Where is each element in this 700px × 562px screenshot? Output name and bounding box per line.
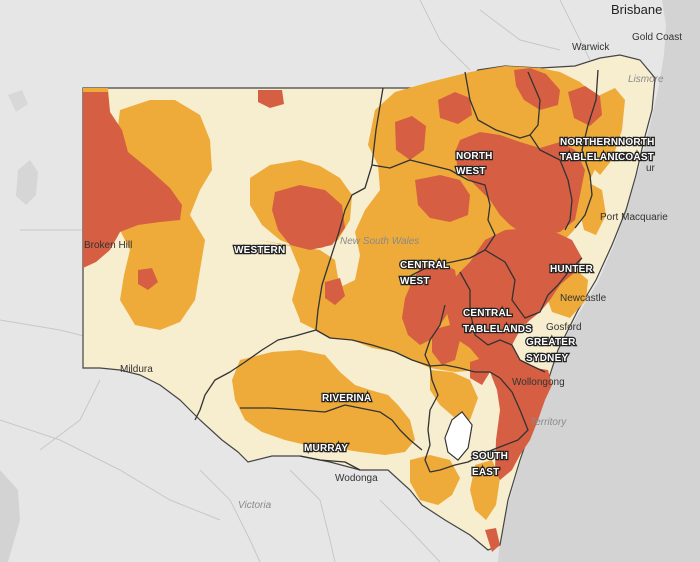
city-coffs-short: ur (646, 163, 656, 174)
region-riverina: RIVERINA (322, 393, 371, 404)
label-territory: Territory (530, 417, 567, 428)
city-newcastle: Newcastle (560, 293, 607, 304)
region-south-east: EAST (472, 467, 499, 478)
inland-lake (16, 160, 38, 205)
city-gosford: Gosford (546, 322, 582, 333)
city-lismore: Lismore (628, 74, 664, 85)
region-murray: MURRAY (304, 443, 348, 454)
region-greater-sydney: SYDNEY (526, 353, 568, 364)
basemap-lines (0, 0, 591, 562)
region-north-west: WEST (456, 166, 486, 177)
label-new-south-wales: New South Wales (340, 236, 419, 247)
region-northern-tablelands: NORTHERN (560, 137, 618, 148)
city-port-macquarie: Port Macquarie (600, 212, 668, 223)
region-hunter: HUNTER (550, 264, 593, 275)
sea (498, 0, 700, 562)
region-central-tablelands: TABLELANDS (463, 324, 532, 335)
region-borders (194, 69, 599, 473)
region-labels: WESTERN NORTH WEST NORTHERN TABLELANDS N… (233, 136, 656, 480)
coastal-water-sw (0, 470, 20, 562)
drought-moderate-areas (83, 66, 625, 520)
region-north-coast: NORTH (618, 137, 655, 148)
city-gold-coast: Gold Coast (632, 32, 682, 43)
act-territory (444, 411, 473, 461)
city-warwick: Warwick (572, 42, 610, 53)
place-labels: Brisbane Gold Coast Warwick Lismore ur P… (84, 2, 682, 511)
city-brisbane: Brisbane (611, 2, 662, 17)
region-western: WESTERN (234, 245, 285, 256)
region-central-tablelands: CENTRAL (463, 308, 512, 319)
region-south-east: SOUTH (472, 451, 508, 462)
region-northern-tablelands: TABLELANDS (560, 152, 629, 163)
city-wollongong: Wollongong (512, 377, 565, 388)
city-broken-hill: Broken Hill (84, 240, 132, 251)
region-north-west: NORTH (456, 151, 493, 162)
city-mildura: Mildura (120, 364, 153, 375)
region-central-west: CENTRAL (400, 260, 449, 271)
inland-lake-2 (8, 90, 28, 112)
label-victoria: Victoria (238, 500, 272, 511)
region-greater-sydney: GREATER (526, 337, 576, 348)
region-central-west: WEST (400, 276, 430, 287)
region-north-coast: COAST (618, 152, 654, 163)
city-wodonga: Wodonga (335, 473, 378, 484)
